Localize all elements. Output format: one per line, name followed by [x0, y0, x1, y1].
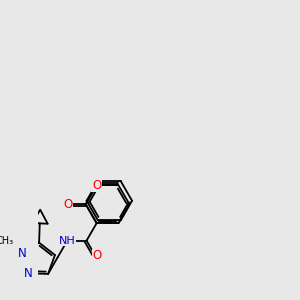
Text: N: N — [24, 267, 32, 280]
Text: N: N — [18, 248, 27, 260]
Text: NH: NH — [59, 236, 76, 246]
Text: O: O — [64, 198, 73, 211]
Text: O: O — [92, 249, 102, 262]
Text: O: O — [92, 179, 101, 192]
Text: CH₃: CH₃ — [0, 236, 14, 246]
